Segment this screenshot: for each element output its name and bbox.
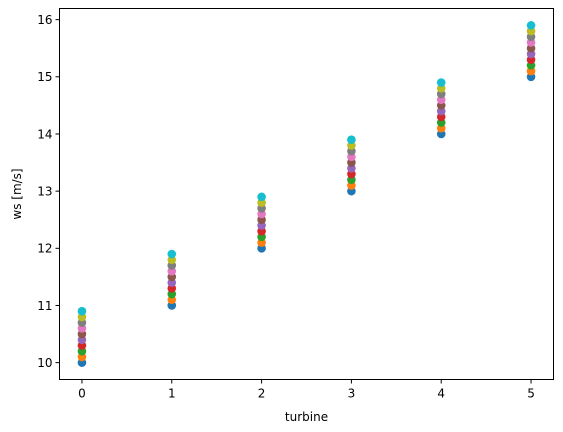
x-tick-label: 5 — [527, 387, 535, 401]
y-tick-label: 16 — [37, 13, 52, 27]
x-tick-label: 1 — [168, 387, 176, 401]
x-axis: 0 1 2 3 4 5 — [78, 379, 535, 401]
y-tick-label: 11 — [37, 299, 52, 313]
x-tick-label: 0 — [78, 387, 86, 401]
y-axis: 10 11 12 13 14 15 16 — [37, 13, 60, 370]
x-axis-label: turbine — [285, 410, 328, 424]
x-tick-label: 2 — [258, 387, 266, 401]
plot-frame — [59, 8, 554, 380]
y-tick-label: 15 — [37, 70, 52, 84]
y-tick-label: 10 — [37, 356, 52, 370]
data-point-s9-t1 — [167, 249, 177, 259]
y-tick-label: 14 — [37, 127, 52, 141]
data-points — [77, 21, 536, 367]
y-tick-label: 13 — [37, 184, 52, 198]
data-point-s9-t5 — [526, 21, 536, 30]
x-tick-label: 3 — [348, 387, 356, 401]
y-axis-label: ws [m/s] — [10, 168, 24, 219]
data-point-s9-t3 — [347, 135, 356, 144]
data-point-s9-t4 — [436, 78, 446, 87]
x-tick-label: 4 — [437, 387, 445, 401]
data-point-s9-t0 — [77, 306, 87, 316]
data-point-s9-t2 — [257, 192, 266, 202]
y-tick-label: 12 — [37, 242, 52, 256]
